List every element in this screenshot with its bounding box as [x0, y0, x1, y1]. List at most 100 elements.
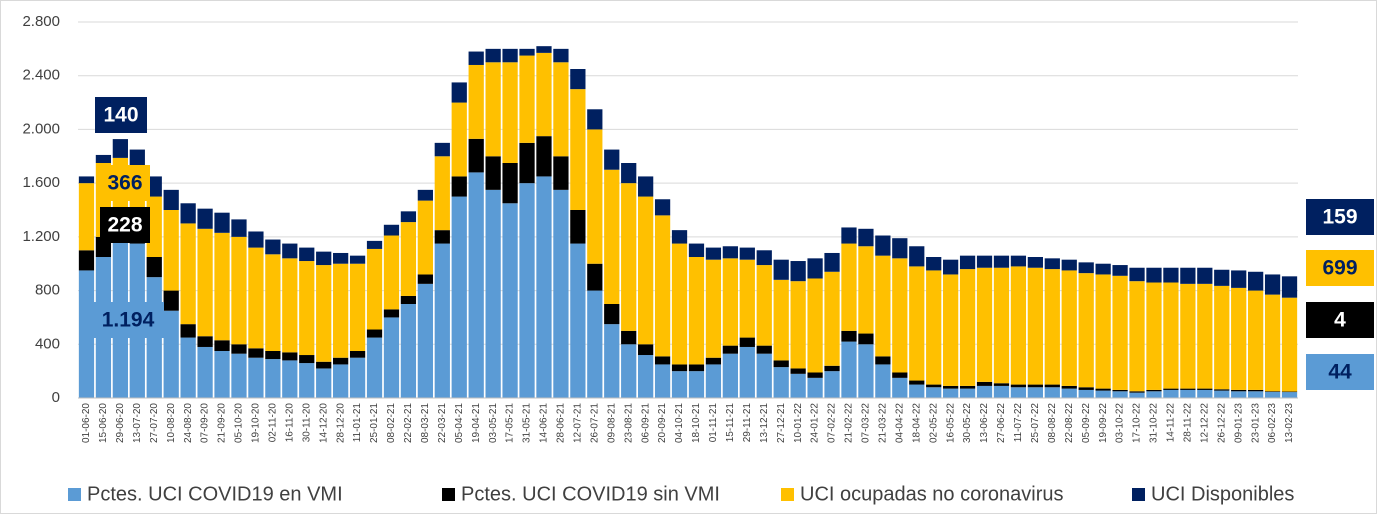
value-label: 1.194 — [102, 309, 155, 332]
bar-segment — [1163, 267, 1179, 283]
bar-segment — [638, 176, 654, 197]
x-tick-label: 12-12-22 — [1199, 403, 1210, 443]
bar-segment — [570, 89, 586, 210]
bar-segment — [112, 139, 128, 158]
bar-segment — [875, 356, 891, 365]
x-tick-label: 25-01-21 — [369, 403, 380, 443]
bar-segment — [926, 384, 942, 388]
x-tick-label: 09-01-23 — [1233, 403, 1244, 443]
bar-segment — [316, 251, 332, 266]
y-tick-label: 0 — [52, 389, 60, 406]
bar-segment — [1112, 265, 1128, 276]
bar-segment — [248, 348, 264, 358]
bar-segment — [1129, 281, 1145, 392]
bar-segment — [1112, 391, 1128, 398]
value-label: 159 — [1322, 206, 1357, 229]
bar-segment — [1197, 389, 1213, 398]
bar-segment — [1163, 282, 1179, 389]
bar-segment — [841, 243, 857, 331]
bar-segment — [1061, 388, 1077, 398]
bar-segment — [231, 219, 247, 237]
bar-segment — [858, 228, 874, 247]
x-tick-label: 24-08-20 — [183, 403, 194, 443]
bar-segment — [1044, 384, 1060, 388]
bar-segment — [739, 259, 755, 338]
bar-segment — [993, 267, 1010, 384]
bar-segment — [976, 267, 993, 382]
bar-segment — [841, 330, 857, 342]
bar-segment — [265, 239, 281, 255]
bar-segment — [705, 364, 722, 398]
x-tick-label: 08-08-22 — [1047, 403, 1058, 443]
bar-segment — [1264, 391, 1281, 392]
bar-segment — [688, 364, 705, 372]
bar-segment — [180, 324, 196, 338]
bar-segment — [773, 259, 789, 280]
bar-segment — [1180, 389, 1196, 398]
bar-segment — [671, 364, 688, 372]
bar-segment — [485, 62, 501, 157]
bar-segment — [265, 359, 281, 398]
bar-segment — [638, 355, 654, 398]
bar-segment — [95, 154, 112, 163]
value-label-box — [92, 302, 164, 338]
bar-segment — [163, 189, 179, 210]
bar-segment — [519, 142, 535, 184]
bar-segment — [1061, 270, 1077, 386]
bar-segment — [773, 367, 789, 398]
bar-segment — [299, 363, 315, 398]
bar-segment — [333, 263, 349, 358]
bar-segment — [1027, 257, 1043, 268]
x-tick-label: 13-07-20 — [132, 403, 143, 443]
bar-segment — [892, 238, 908, 259]
bar-segment — [858, 344, 874, 398]
bar-segment — [1095, 263, 1111, 275]
bar-segment — [1095, 388, 1111, 391]
bar-segment — [1146, 267, 1162, 283]
bar-segment — [366, 337, 383, 398]
bar-segment — [502, 62, 518, 163]
bar-segment — [231, 344, 247, 354]
bar-segment — [875, 235, 891, 256]
bar-segment — [1061, 259, 1077, 271]
bar-segment — [366, 329, 383, 338]
bar-segment — [349, 357, 366, 398]
bar-segment — [858, 333, 874, 345]
bar-segment — [197, 336, 213, 347]
bar-segment — [909, 384, 925, 398]
bar-segment — [299, 247, 315, 262]
y-tick-label: 2.800 — [22, 13, 60, 30]
bar-segment — [604, 304, 620, 325]
x-tick-label: 11-07-22 — [1013, 403, 1024, 443]
bar-segment — [417, 200, 433, 275]
bar-segment — [570, 69, 586, 90]
bar-segment — [1231, 389, 1247, 392]
bar-segment — [807, 372, 823, 378]
x-tick-label: 05-09-22 — [1081, 403, 1092, 443]
bar-segment — [654, 356, 671, 365]
x-tick-label: 26-07-21 — [589, 403, 600, 443]
bar-segment — [180, 203, 196, 224]
bar-segment — [1248, 389, 1264, 392]
bar-segment — [1129, 391, 1145, 393]
bar-segment — [1214, 285, 1230, 390]
bar-segment — [570, 243, 586, 398]
bar-segment — [807, 377, 823, 398]
x-tick-label: 30-11-20 — [301, 403, 312, 443]
bar-segment — [824, 252, 840, 272]
bar-segment — [78, 270, 95, 398]
bar-segment — [349, 351, 366, 358]
bar-segment — [1231, 270, 1247, 288]
bar-segment — [468, 172, 484, 398]
bar-segment — [197, 228, 213, 337]
bar-segment — [417, 189, 433, 201]
bar-segment — [892, 372, 908, 378]
x-tick-label: 06-09-21 — [640, 403, 651, 443]
bar-segment — [1044, 387, 1060, 398]
bar-segment — [1231, 391, 1247, 398]
bar-segment — [417, 274, 433, 284]
legend-label: UCI ocupadas no coronavirus — [800, 483, 1063, 505]
bar-segment — [400, 295, 417, 304]
x-tick-label: 30-05-22 — [962, 403, 973, 443]
